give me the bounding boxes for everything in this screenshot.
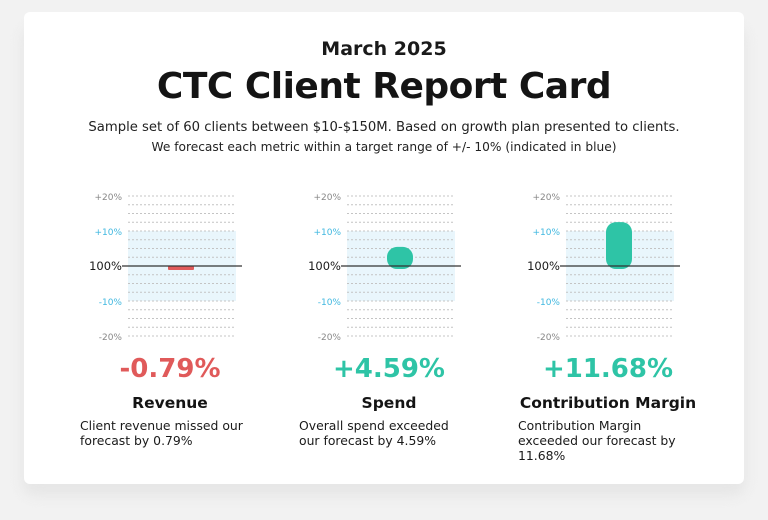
report-title: CTC Client Report Card <box>156 66 612 107</box>
revenue-panel: +20% +10% 100% -10% -20% -0.79% Revenue Clie… <box>80 172 300 472</box>
spend-tick-label: +20% <box>313 193 341 203</box>
contribution-margin-tick-label: -10% <box>537 298 561 308</box>
contribution-margin-tick-label: -20% <box>537 333 561 343</box>
spend-description: Overall spend exceeded our forecast by 4… <box>299 418 449 448</box>
spend-panel: +20% +10% 100% -10% -20% +4.59% Spend Overal… <box>299 172 519 472</box>
revenue-label: Revenue <box>132 394 208 412</box>
revenue-tick-label: 100% <box>89 259 122 273</box>
spend-tick-label: -10% <box>318 298 342 308</box>
contribution-margin-chart: +20% +10% 100% -10% -20% <box>527 193 680 343</box>
spend-tick-label: -20% <box>318 333 342 343</box>
revenue-bar <box>168 266 194 270</box>
contribution-margin-value: +11.68% <box>542 354 674 384</box>
spend-tick-label: +10% <box>313 228 341 238</box>
revenue-tick-label: +10% <box>94 228 122 238</box>
spend-value: +4.59% <box>333 354 445 384</box>
spend-chart: +20% +10% 100% -10% -20% <box>308 193 461 343</box>
report-card: March 2025 CTC Client Report Card Sample… <box>24 12 744 484</box>
revenue-value: -0.79% <box>119 354 221 384</box>
report-subtitle-range: We forecast each metric within a target … <box>151 140 617 154</box>
revenue-description: Client revenue missed our forecast by 0.… <box>80 418 243 448</box>
revenue-chart: +20% +10% 100% -10% -20% <box>89 193 242 343</box>
spend-bar <box>387 246 413 269</box>
revenue-tick-label: +20% <box>94 193 122 203</box>
contribution-margin-tick-label: +10% <box>532 228 560 238</box>
report-subtitle: Sample set of 60 clients between $10-$15… <box>88 120 680 135</box>
contribution-margin-description: Contribution Margin exceeded our forecas… <box>518 418 676 463</box>
contribution-margin-label: Contribution Margin <box>519 394 697 412</box>
contribution-margin-panel: +20% +10% 100% -10% -20% +11.68% Contributio… <box>518 172 738 472</box>
spend-label: Spend <box>361 394 417 412</box>
report-date: March 2025 <box>321 38 447 60</box>
contribution-margin-bar <box>606 222 632 269</box>
contribution-margin-tick-label: +20% <box>532 193 560 203</box>
contribution-margin-tick-label: 100% <box>527 259 560 273</box>
revenue-tick-label: -10% <box>99 298 123 308</box>
revenue-tick-label: -20% <box>99 333 123 343</box>
spend-tick-label: 100% <box>308 259 341 273</box>
